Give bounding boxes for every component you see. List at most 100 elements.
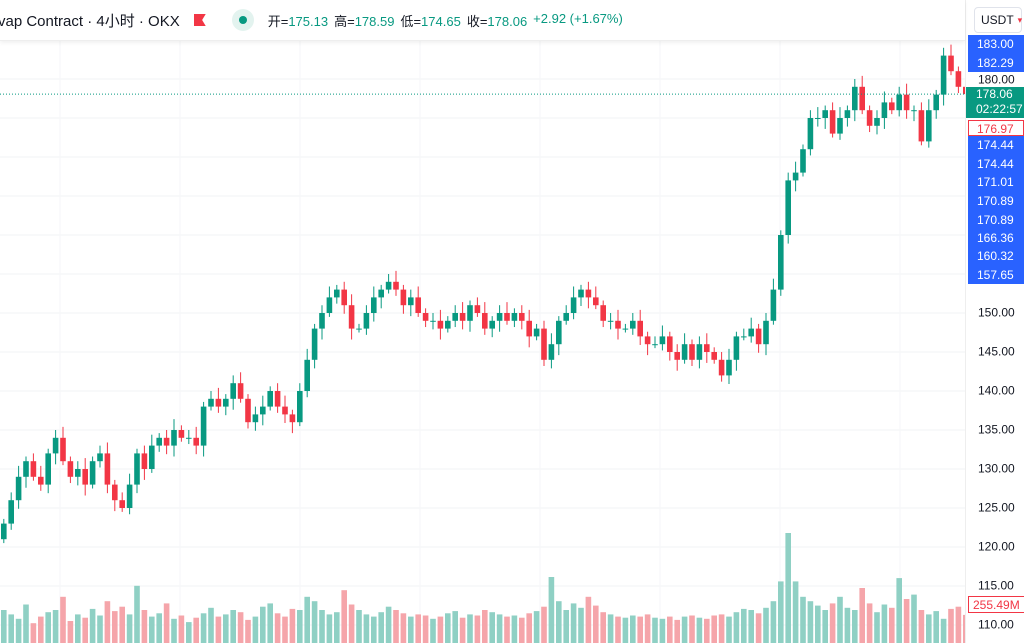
candle-body [348, 305, 355, 329]
candle-body [208, 398, 214, 407]
candle-body [926, 110, 932, 142]
volume-bar [526, 613, 532, 643]
candle-body [319, 313, 325, 329]
tick-label: 140.00 [978, 383, 1015, 398]
volume-bar [778, 581, 784, 643]
volume-bar [829, 603, 836, 643]
candle-body [637, 320, 643, 337]
candle-body [304, 359, 310, 391]
volume-bar [260, 606, 266, 643]
candle-body [519, 313, 525, 321]
symbol-title[interactable]: vap Contract · 4小时 · OKX [0, 12, 180, 30]
candle-body [600, 305, 606, 321]
candle-body [112, 484, 118, 501]
candle-body [889, 102, 895, 111]
volume-bar [918, 610, 925, 643]
volume-bar [45, 612, 51, 643]
volume-bar [452, 611, 458, 643]
candle-body [215, 398, 222, 407]
candle-body [467, 305, 473, 321]
volume-bar [622, 617, 629, 643]
candle-body [933, 94, 939, 111]
candle-body [785, 180, 791, 235]
volume-bar [785, 533, 791, 643]
volume-bar [437, 616, 444, 643]
volume-bar [430, 618, 436, 643]
candle-body [445, 320, 451, 329]
candle-body [126, 484, 133, 508]
volume-bar [659, 618, 666, 643]
volume-bar [163, 603, 170, 643]
volume-bar [393, 610, 399, 643]
volume-bar [667, 616, 673, 643]
chart-header: vap Contract · 4小时 · OKX 开=175.13 高=178.… [0, 0, 965, 41]
volume-bar [297, 610, 303, 643]
tick-label: 120.00 [978, 539, 1015, 554]
candle-body [659, 336, 666, 345]
candle-body [704, 344, 710, 352]
candle-body [578, 289, 584, 298]
candle-body [274, 391, 281, 407]
candle-body [963, 86, 965, 95]
candle-body [874, 118, 880, 126]
candle-body [770, 289, 777, 321]
volume-bar [371, 616, 377, 643]
volume-bar [267, 603, 273, 643]
candle-body [881, 102, 888, 118]
candle-body [896, 94, 902, 111]
candle-body [245, 398, 251, 423]
volume-bar [326, 614, 333, 643]
volume-bar [289, 608, 296, 643]
candle-body [489, 320, 495, 329]
flag-icon[interactable] [193, 14, 206, 26]
market-status-icon [231, 9, 254, 31]
candle-body [903, 94, 910, 111]
volume-bar [792, 581, 799, 643]
candle-body [119, 500, 125, 508]
volume-bar [75, 614, 81, 643]
price-axis[interactable]: 180.00 183.00 182.29 174.44 174.44 171.01 1… [965, 0, 1024, 643]
volume-bar [578, 607, 584, 643]
candle-body [297, 391, 303, 423]
tick-label: 150.00 [978, 305, 1015, 320]
volume-bar [422, 615, 429, 643]
candle-body [726, 359, 732, 376]
volume-bar [844, 607, 851, 643]
candle-body [866, 110, 873, 126]
open-value: 175.13 [288, 13, 329, 29]
candle-body [408, 297, 414, 306]
volume-bar [881, 604, 888, 643]
candle-body [45, 453, 51, 485]
volume-bar [963, 614, 965, 643]
last-price-label: 178.06 02:22:57 [966, 87, 1024, 118]
candle-body [104, 453, 111, 485]
currency-select[interactable]: USDT ▾ [974, 7, 1022, 33]
volume-bar [178, 615, 185, 643]
volume-bar [822, 610, 828, 643]
candle-body [334, 289, 340, 298]
candle-body [733, 336, 740, 360]
volume-bar [955, 606, 962, 643]
volume-bar [23, 604, 29, 643]
alert-labels-d: 160.32 157.65 [968, 247, 1024, 284]
candle-body [807, 118, 814, 150]
volume-bar [385, 606, 392, 643]
low-value: 174.65 [421, 13, 461, 29]
price-chart[interactable] [0, 0, 965, 643]
candle-body [852, 86, 858, 111]
candle-body [8, 500, 14, 524]
volume-bar [215, 616, 222, 643]
candle-body [437, 320, 444, 329]
candle-body [1, 523, 7, 540]
candle-body [844, 110, 851, 118]
volume-bar [933, 611, 939, 643]
volume-bar [282, 616, 288, 643]
candle-body [141, 453, 148, 469]
volume-bar [866, 603, 873, 643]
ohlc-legend: 开=175.13 高=178.59 低=174.65 收=178.06 +2.9… [267, 10, 623, 29]
tick-label: 145.00 [978, 344, 1015, 359]
volume-bar [859, 588, 865, 643]
volume-bar [726, 616, 732, 643]
volume-bar [15, 618, 22, 643]
volume-bar [408, 616, 414, 643]
